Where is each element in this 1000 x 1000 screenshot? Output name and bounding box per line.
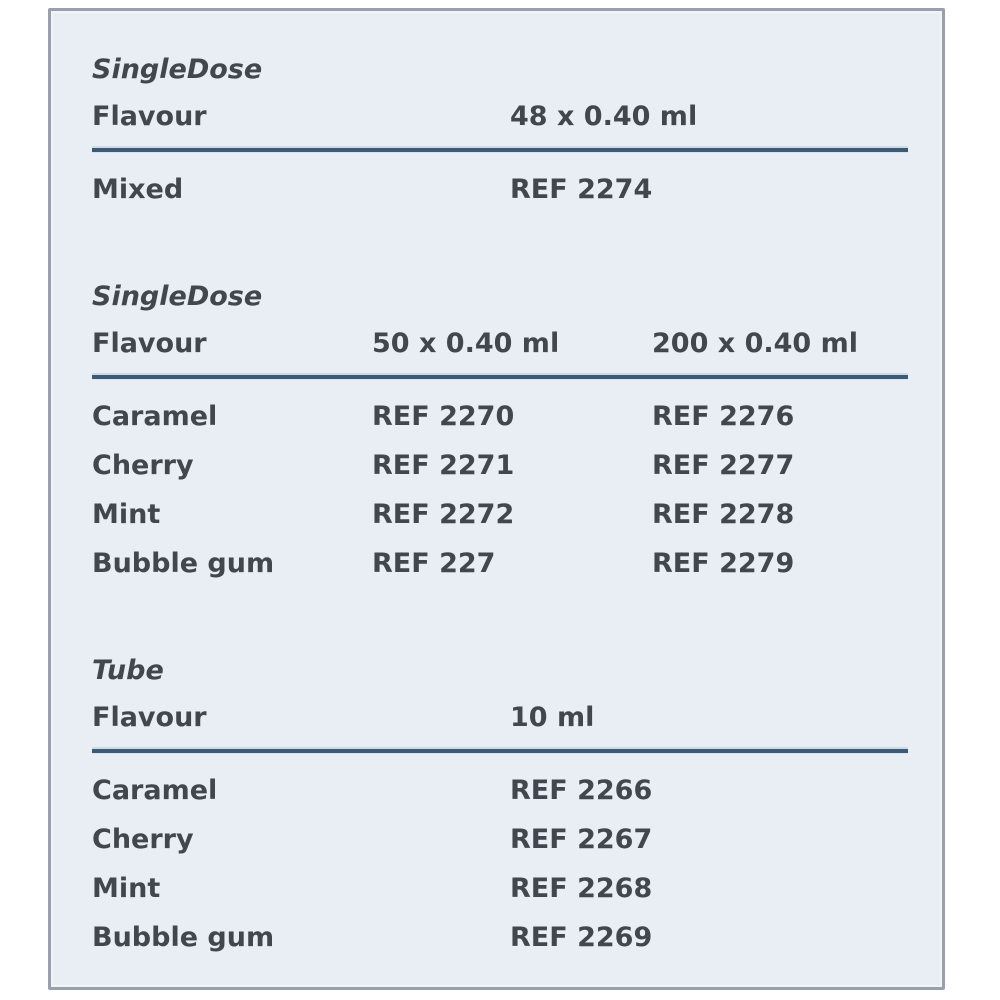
- flavour-cell: Mint: [92, 499, 161, 530]
- section-header-row: Flavour 48 x 0.40 ml: [92, 100, 908, 134]
- ref-cell: REF 2278: [652, 499, 795, 530]
- section-rows: Caramel REF 2270 REF 2276 Cherry REF 2271 REF…: [92, 400, 908, 581]
- flavour-cell: Bubble gum: [92, 922, 275, 953]
- catalog-section: SingleDose Flavour 50 x 0.40 ml 200 x 0.40…: [92, 280, 908, 581]
- flavour-cell: Cherry: [92, 824, 194, 855]
- ref-cell: REF 2276: [652, 401, 795, 432]
- flavour-cell: Bubble gum: [92, 548, 275, 579]
- table-row: Caramel REF 2266: [92, 774, 908, 808]
- catalog-sections: SingleDose Flavour 48 x 0.40 ml Mixed REF …: [92, 53, 908, 970]
- section-header-row: Flavour 50 x 0.40 ml 200 x 0.40 ml: [92, 327, 908, 361]
- section-rows: Mixed REF 2274: [92, 173, 908, 207]
- table-row: Bubble gum REF 227 REF 2279: [92, 547, 908, 581]
- table-row: Bubble gum REF 2269: [92, 921, 908, 955]
- flavour-cell: Caramel: [92, 775, 218, 806]
- flavour-cell: Cherry: [92, 450, 194, 481]
- product-catalog-panel: SingleDose Flavour 48 x 0.40 ml Mixed REF …: [48, 8, 945, 990]
- ref-cell: REF 227: [372, 548, 496, 579]
- ref-cell: REF 2270: [372, 401, 515, 432]
- ref-cell: REF 2272: [372, 499, 515, 530]
- flavour-column-header: Flavour: [92, 702, 207, 733]
- section-title: SingleDose: [92, 281, 263, 312]
- pack-size-column-header: 50 x 0.40 ml: [372, 328, 560, 359]
- section-title: SingleDose: [92, 54, 263, 85]
- section-rows: Caramel REF 2266 Cherry REF 2267 Mint REF 226…: [92, 774, 908, 955]
- table-row: Cherry REF 2271 REF 2277: [92, 449, 908, 483]
- ref-cell: REF 2266: [510, 775, 653, 806]
- table-row: Cherry REF 2267: [92, 823, 908, 857]
- pack-size-column-header: 10 ml: [510, 702, 595, 733]
- table-row: Caramel REF 2270 REF 2276: [92, 400, 908, 434]
- flavour-cell: Mixed: [92, 174, 184, 205]
- flavour-column-header: Flavour: [92, 101, 207, 132]
- table-row: Mint REF 2268: [92, 872, 908, 906]
- section-title: Tube: [92, 655, 164, 686]
- pack-size-column-header: 200 x 0.40 ml: [652, 328, 858, 359]
- flavour-cell: Mint: [92, 873, 161, 904]
- ref-cell: REF 2271: [372, 450, 515, 481]
- flavour-cell: Caramel: [92, 401, 218, 432]
- ref-cell: REF 2279: [652, 548, 795, 579]
- ref-cell: REF 2268: [510, 873, 653, 904]
- catalog-section: Tube Flavour 10 ml Caramel REF 2266 Cherry R…: [92, 654, 908, 955]
- table-row: Mint REF 2272 REF 2278: [92, 498, 908, 532]
- header-rule: [92, 146, 908, 153]
- pack-size-column-header: 48 x 0.40 ml: [510, 101, 698, 132]
- table-row: Mixed REF 2274: [92, 173, 908, 207]
- catalog-section: SingleDose Flavour 48 x 0.40 ml Mixed REF …: [92, 53, 908, 207]
- header-rule: [92, 747, 908, 754]
- ref-cell: REF 2267: [510, 824, 653, 855]
- ref-cell: REF 2277: [652, 450, 795, 481]
- flavour-column-header: Flavour: [92, 328, 207, 359]
- section-header-row: Flavour 10 ml: [92, 701, 908, 735]
- header-rule: [92, 373, 908, 380]
- ref-cell: REF 2274: [510, 174, 653, 205]
- ref-cell: REF 2269: [510, 922, 653, 953]
